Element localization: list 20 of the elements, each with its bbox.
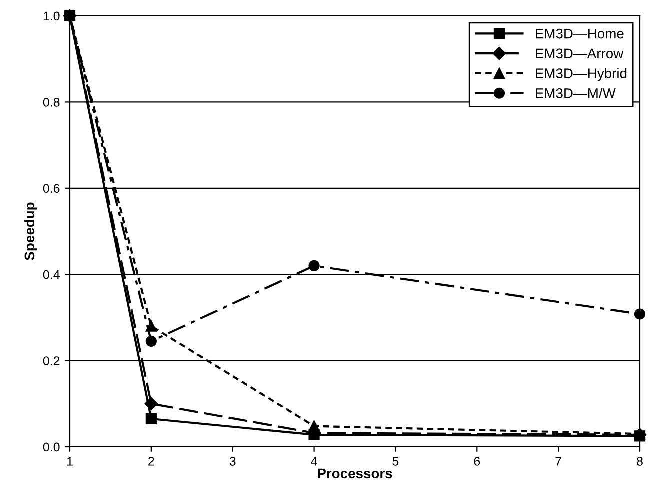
y-tick-label: 0.4 [43, 270, 60, 280]
x-tick-label: 2 [148, 457, 154, 466]
y-tick-label: 0.6 [43, 184, 60, 194]
y-tick-label: 1.0 [44, 12, 60, 21]
x-tick-label: 8 [637, 457, 643, 466]
legend-label: EM3D—Arrow [536, 48, 624, 59]
x-tick-label: 1 [67, 457, 73, 466]
x-tick-label: 7 [556, 457, 562, 466]
x-tick-label: 4 [311, 457, 318, 466]
y-tick-label: 0.2 [43, 356, 60, 366]
legend-label: EM3D—Home [536, 28, 624, 39]
x-tick-label: 3 [230, 457, 236, 466]
y-tick-label: 0.0 [43, 442, 60, 452]
x-axis-title: Processors [318, 468, 392, 479]
y-axis-title: Speedup [24, 202, 38, 260]
legend-label: EM3D—Hybrid [536, 68, 627, 82]
legend-label: EM3D—M/W [536, 88, 616, 98]
x-tick-label: 5 [392, 457, 399, 466]
x-tick-label: 6 [474, 457, 480, 466]
y-tick-label: 0.8 [43, 98, 60, 107]
